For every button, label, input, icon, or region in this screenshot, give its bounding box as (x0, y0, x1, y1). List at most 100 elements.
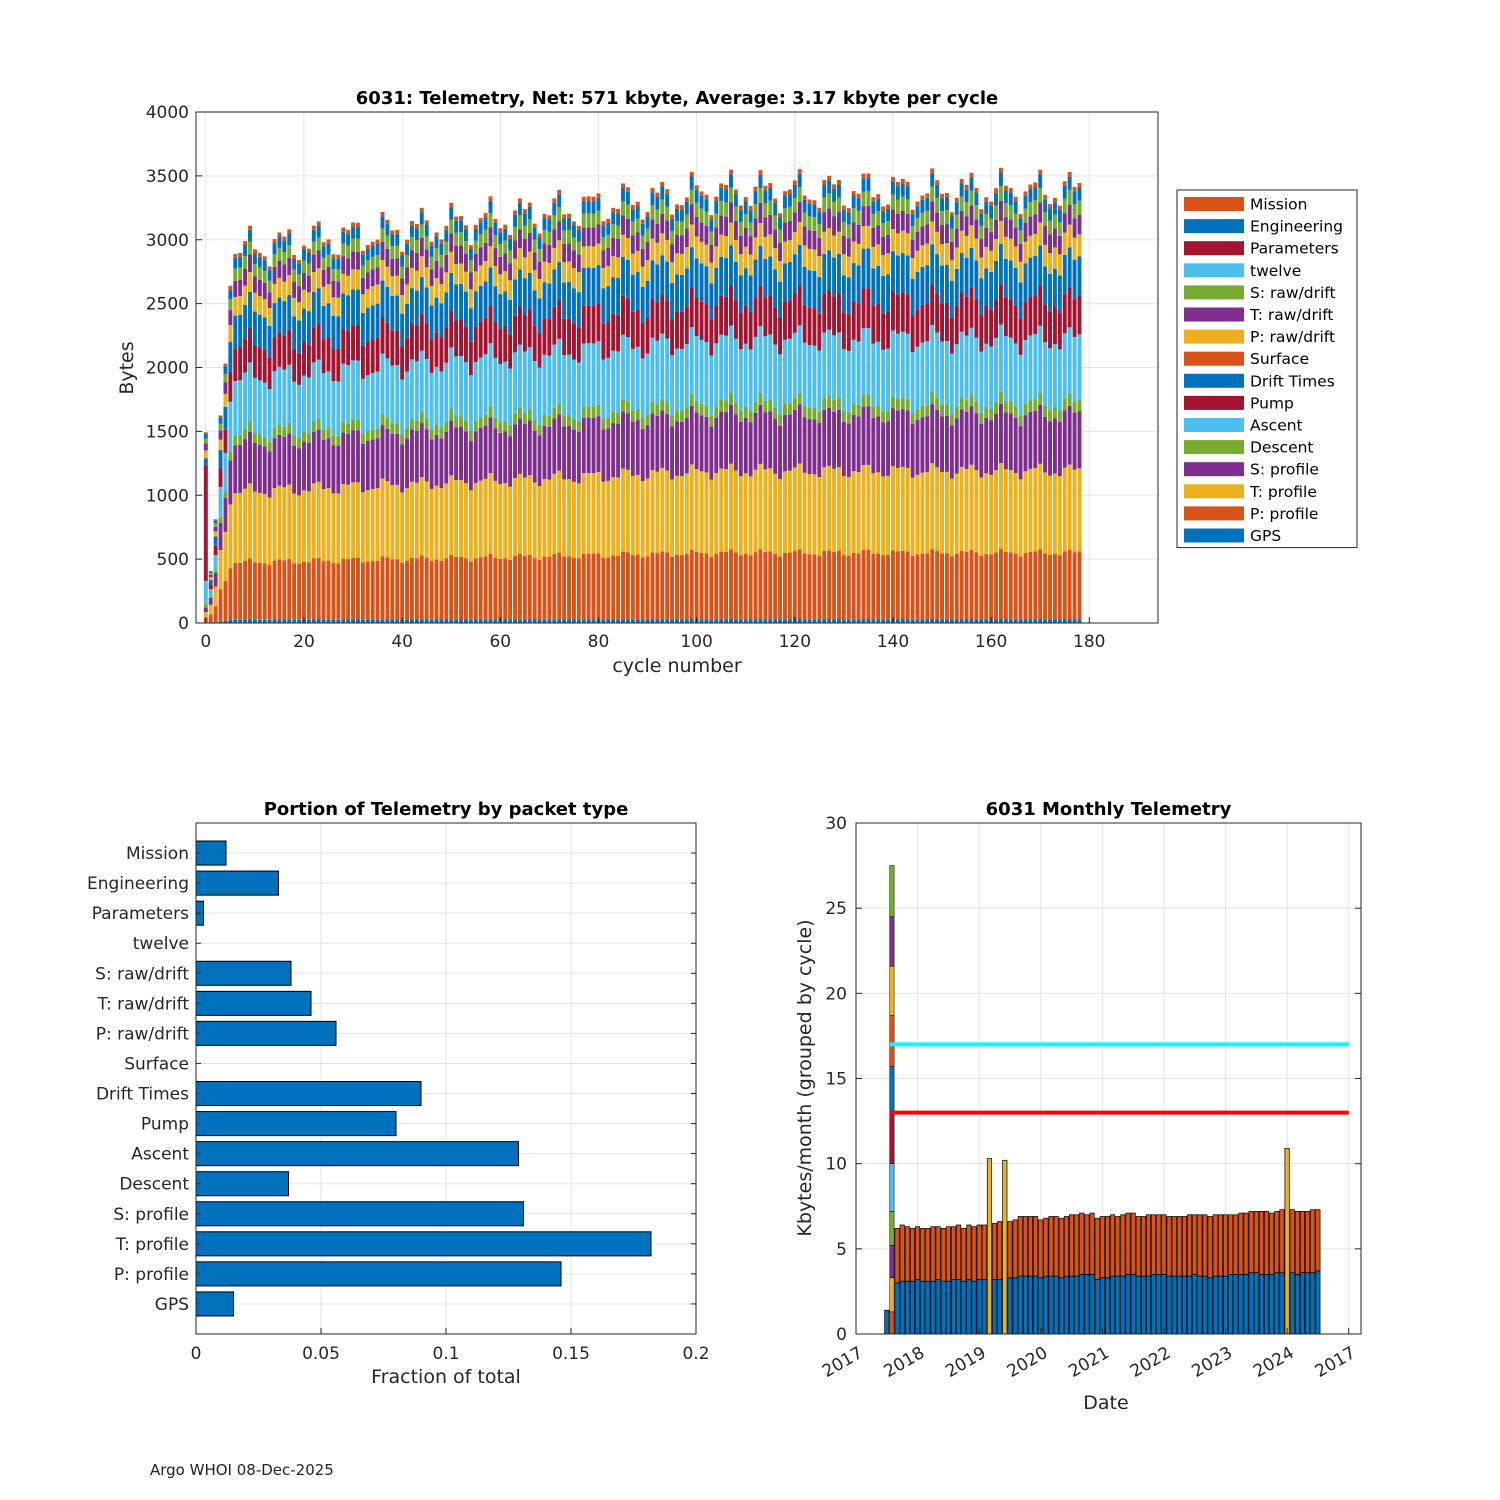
cycle-103-segment-s-profile (709, 426, 714, 480)
cycle-bar-154 (959, 178, 964, 623)
cycle-92-segment-p-raw-drift (655, 242, 660, 265)
cycle-2-segment-s-profile (213, 573, 218, 587)
cycle-bar-20 (302, 245, 306, 623)
cycle-97-segment-p-profile (679, 555, 684, 620)
cycle-96-segment-gps (675, 619, 679, 623)
cycle-90-segment-drift-times (645, 280, 650, 318)
cycle-87-segment-descent (630, 410, 635, 422)
cycle-100-segment-p-raw-drift (694, 236, 699, 259)
cycle-155-segment-mission (964, 184, 969, 190)
cycle-150-segment-s-profile (940, 416, 945, 473)
cycle-92-segment-p-profile (655, 553, 660, 620)
cycle-3-segment-p-raw-drift (218, 439, 223, 451)
cycle-136-segment-descent (871, 406, 876, 418)
cycle-bar-104 (714, 196, 719, 623)
cycle-bar-132 (851, 191, 856, 623)
month-bar-7 (920, 1228, 926, 1335)
cycle-132-segment-p-profile (851, 552, 856, 620)
cycle-112-segment-t-raw-drift (753, 218, 758, 238)
top-chart-title: 6031: Telemetry, Net: 571 kbyte, Average… (356, 88, 998, 109)
cycle-91-segment-engineering (650, 192, 655, 206)
cycle-48-segment-gps (439, 619, 444, 623)
cycle-106-segment-pump (724, 296, 729, 336)
cycle-112-segment-engineering (753, 191, 758, 205)
cycle-12-segment-mission (262, 256, 267, 261)
cycle-89-segment-mission (640, 219, 645, 224)
month-lower-segment (956, 1279, 962, 1335)
cycle-53-segment-ascent (463, 362, 468, 421)
cycle-35-segment-drift-times (375, 303, 380, 338)
cycle-170-segment-t-profile (1038, 463, 1043, 550)
cycle-171-segment-engineering (1043, 199, 1048, 212)
fraction-bar-s-profile (195, 1201, 524, 1227)
cycle-146-segment-t-raw-drift (920, 226, 925, 246)
cycle-138-segment-gps (881, 619, 886, 623)
cycle-127-segment-ascent (827, 329, 832, 396)
cycle-10-segment-pump (252, 344, 257, 378)
cycle-159-segment-descent (984, 406, 989, 418)
cycle-138-segment-t-raw-drift (881, 236, 886, 256)
cycle-0-segment-ascent (203, 580, 208, 604)
cycle-36-segment-mission (380, 211, 385, 217)
cycle-64-segment-descent (517, 407, 522, 419)
cycle-47-segment-engineering (434, 236, 439, 248)
cycle-15-segment-p-raw-drift (277, 277, 282, 298)
cycle-160-segment-ascent (989, 346, 994, 409)
cycle-bar-30 (351, 222, 356, 623)
cycle-20-segment-engineering (302, 249, 306, 261)
bl-category-label: T: profile (115, 1235, 189, 1255)
cycle-104-segment-pump (714, 305, 719, 344)
cycle-77-segment-s-profile (581, 417, 586, 474)
cycle-2-segment-t-raw-drift (213, 526, 218, 532)
cycle-164-segment-p-profile (1008, 552, 1013, 620)
cycle-127-segment-mission (827, 175, 832, 181)
month-lower-segment (1099, 1277, 1105, 1335)
cycle-97-segment-s-raw-drift (679, 221, 684, 236)
cycle-24-segment-pump (321, 339, 326, 374)
cycle-33-segment-t-raw-drift (365, 272, 370, 290)
cycle-168-segment-ascent (1028, 335, 1033, 401)
cycle-140-segment-pump (890, 290, 895, 331)
cycle-54-segment-s-profile (468, 441, 473, 491)
cycle-38-segment-drift-times (390, 295, 395, 331)
cycle-34-segment-s-raw-drift (370, 256, 375, 270)
cycle-155-segment-ascent (964, 335, 969, 401)
cycle-13-segment-descent (267, 441, 272, 452)
cycle-157-segment-s-raw-drift (974, 205, 979, 220)
cycle-97-segment-s-profile (679, 421, 684, 477)
cycle-72-segment-descent (557, 402, 562, 415)
cycle-101-segment-t-profile (699, 471, 704, 553)
month-upper-segment (1202, 1214, 1208, 1277)
cycle-76-segment-t-raw-drift (576, 254, 581, 273)
cycle-29-segment-s-profile (346, 433, 351, 485)
cycle-75-segment-engineering (571, 225, 576, 238)
cycle-114-segment-gps (763, 619, 768, 623)
legend-label: Engineering (1250, 218, 1343, 236)
cycle-2-segment-engineering (213, 520, 218, 524)
cycle-75-segment-drift-times (571, 288, 576, 325)
cycle-46-segment-pump (429, 339, 434, 373)
top-xtick-label: 180 (1073, 632, 1105, 652)
cycle-92-segment-mission (655, 192, 660, 198)
month-bar-28 (1027, 1216, 1034, 1335)
cycle-39-segment-drift-times (395, 295, 400, 331)
cycle-28-segment-s-raw-drift (341, 243, 346, 257)
cycle-62-segment-ascent (508, 368, 513, 426)
month-lower-segment (899, 1280, 905, 1335)
month-bar-34 (1058, 1217, 1064, 1335)
cycle-74-segment-p-profile (567, 556, 571, 620)
month-lower-segment (1089, 1274, 1095, 1335)
cycle-118-segment-s-raw-drift (783, 208, 787, 223)
month-lower-segment (1161, 1274, 1167, 1335)
cycle-86-segment-p-profile (625, 552, 630, 620)
cycle-bar-116 (773, 198, 778, 623)
month-bar-26 (1017, 1216, 1023, 1335)
cycle-121-segment-engineering (797, 173, 802, 188)
cycle-67-segment-t-profile (532, 482, 537, 559)
cycle-101-segment-engineering (699, 195, 704, 209)
cycle-138-segment-descent (881, 411, 886, 423)
cycle-bar-31 (356, 222, 360, 623)
cycle-14-segment-p-profile (272, 560, 277, 620)
month-lower-segment (909, 1280, 915, 1335)
legend-label: Surface (1250, 350, 1309, 368)
